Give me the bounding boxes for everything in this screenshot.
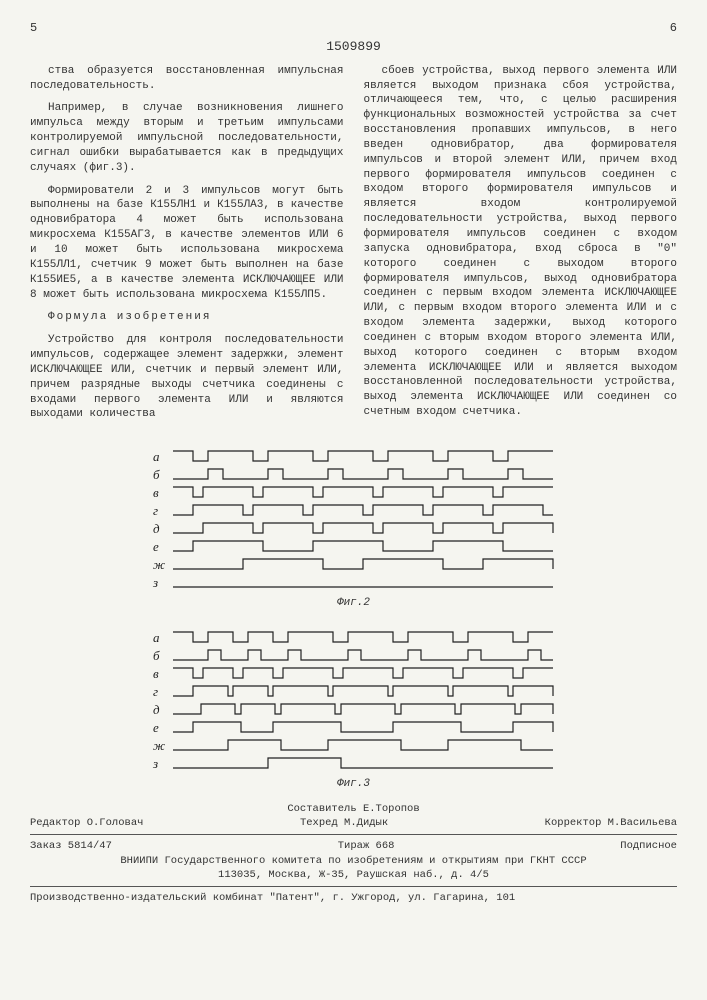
footer-addr: 113035, Москва, Ж-35, Раушская наб., д. … xyxy=(30,868,677,882)
wave-label: а xyxy=(153,449,160,464)
right-column: сбоев устройства, выход первого элемента… xyxy=(364,64,678,431)
compiler: Составитель Е.Торопов xyxy=(30,802,677,816)
divider-2 xyxy=(30,886,677,887)
wave-label: в xyxy=(153,485,159,500)
footer-org: ВНИИПИ Государственного комитета по изоб… xyxy=(30,854,677,868)
wave-label: з xyxy=(152,756,158,771)
editor: Редактор О.Головач xyxy=(30,816,143,830)
wave-label: а xyxy=(153,630,160,645)
text-columns: ства образуется восстановленная импульсн… xyxy=(30,64,677,431)
fig3-label: Фиг.3 xyxy=(30,777,677,792)
left-column: ства образуется восстановленная импульсн… xyxy=(30,64,344,431)
tirage: Тираж 668 xyxy=(338,839,395,853)
wave-label: з xyxy=(152,575,158,590)
waveform xyxy=(173,722,553,732)
waveform xyxy=(173,487,553,497)
figure-2-waveforms: абвгдежз xyxy=(145,442,563,592)
waveform xyxy=(173,650,553,660)
subscription: Подписное xyxy=(620,839,677,853)
wave-label: г xyxy=(153,503,158,518)
wave-label: ж xyxy=(153,557,165,572)
col-num-right: 6 xyxy=(670,20,677,36)
divider xyxy=(30,834,677,835)
wave-label: е xyxy=(153,720,159,735)
figure-3-waveforms: абвгдежз xyxy=(145,623,563,773)
order-num: Заказ 5814/47 xyxy=(30,839,112,853)
col-num-left: 5 xyxy=(30,20,37,36)
left-p4: Устройство для контроля последовательнос… xyxy=(30,333,344,422)
left-p3: Формирователи 2 и 3 импульсов могут быть… xyxy=(30,184,344,303)
wave-label: в xyxy=(153,666,159,681)
waveform xyxy=(173,740,553,750)
waveform xyxy=(173,523,553,533)
waveform xyxy=(173,686,553,696)
waveform xyxy=(173,451,553,461)
waveform xyxy=(173,559,553,569)
waveform xyxy=(173,758,553,768)
waveform xyxy=(173,704,553,714)
wave-label: б xyxy=(153,467,160,482)
fig2-label: Фиг.2 xyxy=(30,596,677,611)
wave-label: б xyxy=(153,648,160,663)
waveform xyxy=(173,541,553,551)
wave-label: г xyxy=(153,684,158,699)
waveform xyxy=(173,668,553,678)
corrector: Корректор М.Васильева xyxy=(545,816,677,830)
formula-heading: Формула изобретения xyxy=(30,310,344,325)
left-p2: Например, в случае возникновения лишнего… xyxy=(30,101,344,175)
techred: Техред М.Дидык xyxy=(300,816,388,830)
wave-label: ж xyxy=(153,738,165,753)
waveform xyxy=(173,505,553,515)
wave-label: д xyxy=(153,702,160,717)
footer-block: Заказ 5814/47 Тираж 668 Подписное ВНИИПИ… xyxy=(30,839,677,905)
footer-prod: Производственно-издательский комбинат "П… xyxy=(30,891,677,905)
wave-label: е xyxy=(153,539,159,554)
left-p1: ства образуется восстановленная импульсн… xyxy=(30,64,344,94)
doc-number: 1509899 xyxy=(30,38,677,56)
waveform xyxy=(173,469,553,479)
wave-label: д xyxy=(153,521,160,536)
credits-block: Составитель Е.Торопов Редактор О.Головач… xyxy=(30,802,677,830)
right-p1: сбоев устройства, выход первого элемента… xyxy=(364,64,678,420)
waveform xyxy=(173,632,553,642)
